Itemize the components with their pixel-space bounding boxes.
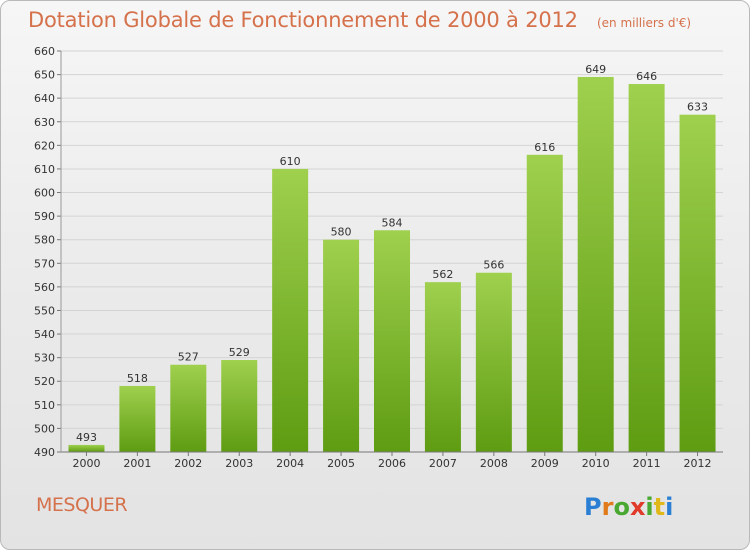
x-axis-ticks: 2000 2001 2002 2003 2004 2005 2006 2007 2008 2009… [72, 452, 712, 470]
y-tick-label: 570 [34, 257, 55, 270]
data-label-2010: 649 [585, 63, 606, 76]
logo-letter: t [653, 493, 666, 521]
y-tick-label: 610 [34, 163, 55, 176]
y-tick-label: 600 [34, 187, 55, 200]
bar-2008 [475, 272, 512, 452]
bar-2003 [221, 360, 258, 452]
logo-letter: i [665, 493, 674, 521]
logo-letter: i [645, 493, 654, 521]
city-name: MESQUER [36, 494, 128, 516]
data-label-2000: 493 [76, 431, 97, 444]
chart-header: Dotation Globale de Fonctionnement de 20… [28, 8, 691, 32]
bar-2002 [170, 364, 207, 452]
data-label-2005: 580 [331, 226, 352, 239]
x-tick-label: 2004 [276, 457, 304, 470]
x-tick-label: 2010 [582, 457, 610, 470]
y-tick-label: 500 [34, 422, 55, 435]
data-label-2002: 527 [178, 351, 199, 364]
bar-2009 [526, 154, 563, 452]
data-label-2006: 584 [382, 216, 403, 229]
x-tick-label: 2008 [480, 457, 508, 470]
bar-2000 [68, 444, 105, 452]
y-tick-label: 530 [34, 352, 55, 365]
logo-letter: x [629, 493, 646, 521]
y-tick-label: 560 [34, 281, 55, 294]
data-label-2004: 610 [280, 155, 301, 168]
bar-2005 [323, 239, 360, 452]
y-tick-label: 550 [34, 304, 55, 317]
y-tick-label: 580 [34, 234, 55, 247]
data-label-2007: 562 [432, 268, 453, 281]
x-tick-label: 2012 [684, 457, 712, 470]
data-labels: 493 518 527 529 610 580 584 562 566 616 649 646 633 [76, 63, 708, 444]
x-tick-label: 2003 [225, 457, 253, 470]
chart-unit: (en milliers d'€) [596, 16, 692, 30]
y-tick-label: 510 [34, 399, 55, 412]
y-tick-label: 640 [34, 92, 55, 105]
bar-2012 [679, 114, 716, 452]
y-tick-label: 620 [34, 139, 55, 152]
data-label-2003: 529 [229, 346, 250, 359]
y-tick-label: 590 [34, 210, 55, 223]
data-label-2009: 616 [534, 141, 555, 154]
x-tick-label: 2007 [429, 457, 457, 470]
x-tick-label: 2000 [72, 457, 100, 470]
data-label-2001: 518 [127, 372, 148, 385]
x-tick-label: 2001 [123, 457, 151, 470]
x-tick-label: 2011 [633, 457, 661, 470]
y-tick-label: 660 [34, 45, 55, 58]
logo-letter: P [584, 493, 602, 521]
bar-2007 [424, 282, 461, 452]
bar-2010 [577, 76, 614, 453]
bar-2006 [374, 230, 410, 452]
logo-letter: o [613, 493, 630, 521]
y-tick-label: 650 [34, 69, 55, 82]
x-tick-label: 2005 [327, 457, 355, 470]
data-label-2012: 633 [687, 101, 708, 114]
bars [68, 76, 716, 453]
data-label-2008: 566 [483, 259, 504, 272]
y-tick-label: 630 [34, 116, 55, 129]
y-tick-label: 520 [34, 375, 55, 388]
bar-2011 [628, 84, 665, 452]
data-label-2011: 646 [636, 70, 657, 83]
bar-2004 [272, 168, 309, 453]
bar-2001 [119, 385, 156, 452]
logo-letter: r [601, 493, 614, 521]
x-tick-label: 2009 [531, 457, 559, 470]
x-tick-label: 2002 [174, 457, 202, 470]
y-tick-label: 490 [34, 446, 55, 459]
y-axis-ticks: 490 500 510 520 530 540 550 560 570 580 590 600 610 6… [34, 45, 61, 459]
chart-title: Dotation Globale de Fonctionnement de 20… [28, 8, 578, 32]
y-tick-label: 540 [34, 328, 55, 341]
proxiti-logo: Proxiti [584, 493, 673, 521]
x-tick-label: 2006 [378, 457, 406, 470]
